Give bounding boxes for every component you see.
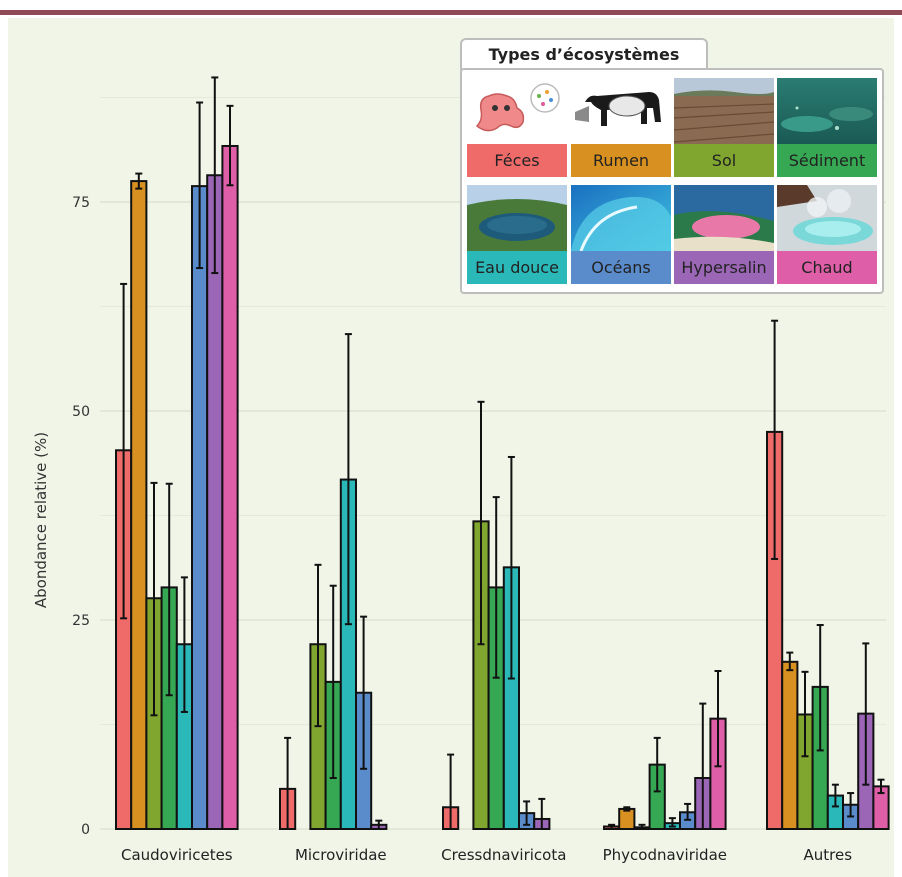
legend-item: Féces [467, 78, 567, 177]
error-bar [877, 778, 885, 795]
error-bar [507, 455, 515, 680]
error-bar [523, 800, 531, 826]
error-bar [329, 584, 337, 780]
error-bar [714, 669, 722, 768]
y-axis-label: Abondance relative (%) [32, 432, 50, 608]
error-bar [165, 482, 173, 697]
bar-3-1 [618, 807, 636, 830]
error-bar [623, 806, 631, 812]
error-bar [492, 496, 500, 679]
error-bar [211, 76, 219, 275]
category-label: Autres [804, 846, 853, 864]
error-bar [847, 792, 855, 818]
error-bar [180, 576, 188, 713]
category-label: Caudoviricetes [121, 846, 233, 864]
legend-label: Féces [467, 144, 567, 177]
legend-item: Océans [571, 185, 671, 284]
intestine-icon [467, 78, 567, 144]
error-bar [608, 823, 616, 830]
legend-label: Sol [674, 144, 774, 177]
error-bar [150, 481, 158, 717]
legend-item: Sol [674, 78, 774, 177]
error-bar [801, 670, 809, 758]
wave-icon [571, 185, 671, 251]
error-bar [314, 563, 322, 728]
lake-icon [467, 185, 567, 251]
error-bar [831, 783, 839, 808]
legend-item: Eau douce [467, 185, 567, 284]
y-tick-label: 75 [72, 195, 90, 211]
bar-0-1 [130, 180, 148, 831]
error-bar [120, 282, 128, 620]
error-bar [699, 702, 707, 830]
error-bar [196, 101, 204, 270]
bar-0-7 [221, 144, 239, 831]
legend-label: Hypersalin [674, 251, 774, 284]
legend-label: Chaud [777, 251, 877, 284]
pink-lake-icon [674, 185, 774, 251]
error-bar [375, 819, 383, 830]
error-bar [477, 400, 485, 646]
error-bar [538, 797, 546, 830]
legend-item: Sédiment [777, 78, 877, 177]
error-bar [786, 651, 794, 672]
category-label: Cressdnaviricota [441, 846, 566, 864]
category-labels: Caudoviricetes Microviridae Cressdnavirico… [121, 846, 852, 864]
error-bar [226, 104, 234, 187]
legend-label: Sédiment [777, 144, 877, 177]
y-tick-label: 25 [72, 613, 90, 629]
error-bar [638, 823, 646, 830]
error-bars [120, 76, 885, 830]
legend-item: Rumen [571, 78, 671, 177]
bar-0-5 [191, 185, 209, 830]
legend-label: Océans [571, 251, 671, 284]
error-bar [668, 817, 676, 828]
error-bar [447, 753, 455, 830]
y-tick-label: 50 [72, 404, 90, 420]
error-bar [771, 319, 779, 560]
error-bar [653, 736, 661, 793]
bar-4-1 [781, 660, 799, 830]
legend-label: Eau douce [467, 251, 567, 284]
seabed-icon [777, 78, 877, 144]
category-label: Microviridae [295, 846, 387, 864]
legend-item: Hypersalin [674, 185, 774, 284]
error-bar [135, 172, 143, 190]
soil-field-icon [674, 78, 774, 144]
error-bar [344, 333, 352, 626]
hot-spring-icon [777, 185, 877, 251]
legend-title: Types d’écosystèmes [460, 38, 708, 70]
y-axis-ticks: 0 25 50 75 [72, 195, 90, 838]
y-tick-label: 0 [81, 822, 90, 838]
error-bar [862, 642, 870, 786]
cow-icon [571, 78, 671, 144]
error-bar [360, 615, 368, 770]
header-rule [0, 10, 902, 15]
legend-label: Rumen [571, 144, 671, 177]
error-bar [284, 736, 292, 830]
error-bar [816, 624, 824, 752]
legend-item: Chaud [777, 185, 877, 284]
error-bar [684, 802, 692, 821]
category-label: Phycodnaviridae [603, 846, 727, 864]
